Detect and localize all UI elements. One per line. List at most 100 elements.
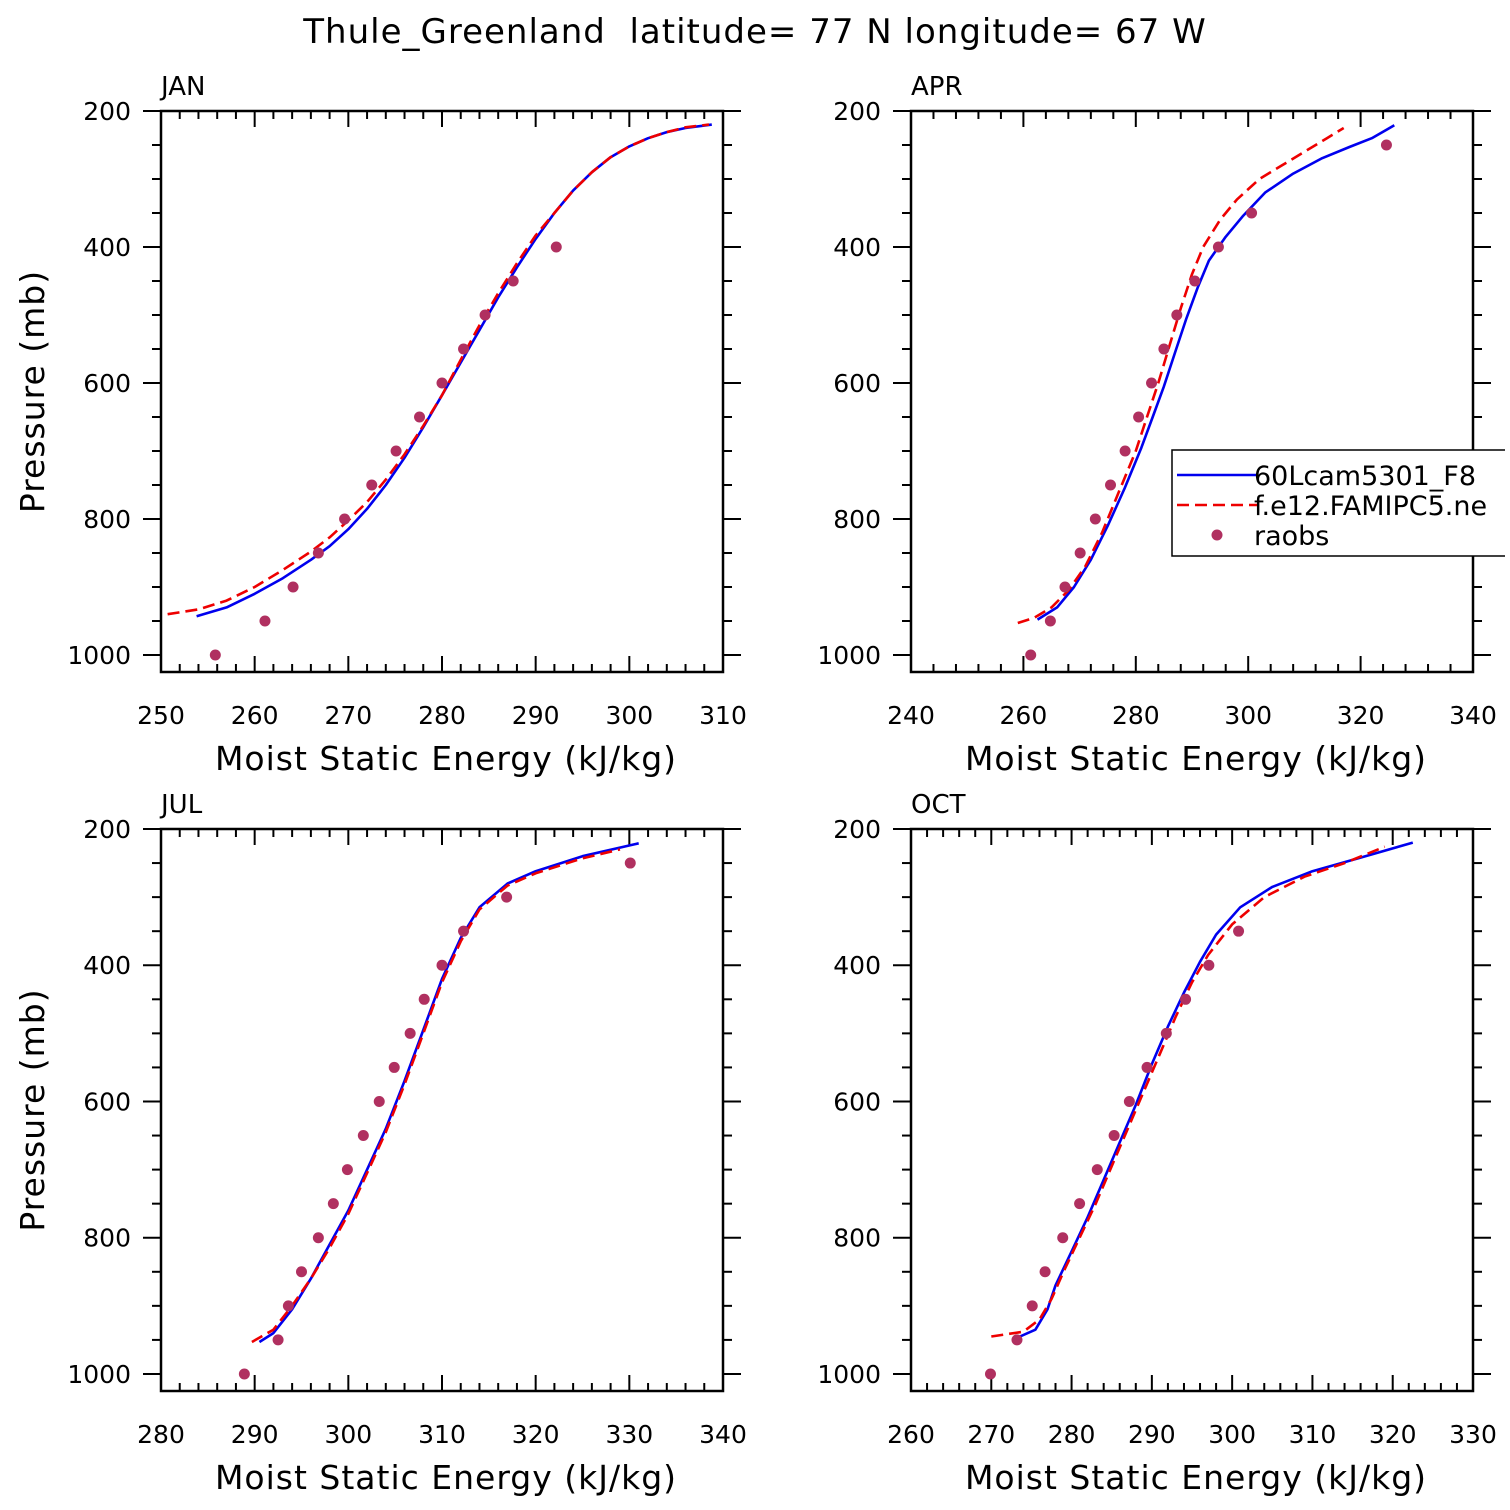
raobs-point — [296, 1266, 307, 1278]
panels: JAN 250 260 270 280 290 300 310 200 400 600 800 1000… — [13, 72, 1505, 1497]
raobs-point — [1059, 581, 1071, 593]
plot-frame — [159, 109, 725, 674]
raobs-point — [341, 1164, 353, 1176]
raobs-point — [327, 1198, 339, 1210]
plot-frame — [159, 827, 725, 1393]
chart-panel-oct: OCT 260 270 280 290 300 310 320 330 200 400 600 800 1… — [817, 790, 1496, 1497]
y-tick-label: 800 — [83, 505, 131, 534]
x-tick-label: 340 — [699, 1420, 747, 1449]
raobs-point — [1158, 343, 1170, 355]
y-axis-title: Pressure (mb) — [13, 988, 52, 1231]
raobs-point — [507, 275, 519, 287]
raobs-point — [436, 377, 448, 389]
raobs-point — [1146, 377, 1158, 389]
x-tick-label: 310 — [418, 1420, 466, 1449]
raobs-point — [458, 925, 470, 937]
raobs-point — [1026, 1300, 1038, 1312]
y-tick-label: 600 — [83, 369, 131, 398]
x-tick-label: 320 — [512, 1420, 560, 1449]
panel-label: JUL — [159, 790, 203, 820]
raobs-point — [238, 1368, 250, 1380]
y-tick-label: 600 — [833, 1087, 881, 1116]
raobs-point — [1074, 1198, 1086, 1210]
raobs-point — [501, 891, 513, 903]
raobs-point — [287, 581, 299, 593]
chart-panel-apr: APR 240 260 280 300 320 340 200 400 600 800 1000 Moi… — [817, 72, 1505, 778]
y-tick-label: 1000 — [67, 641, 131, 670]
raobs-point — [1212, 241, 1224, 253]
raobs-point — [1180, 993, 1192, 1005]
model-line-solid — [1014, 841, 1414, 1340]
legend-label: raobs — [1254, 521, 1329, 552]
legend-box — [1171, 449, 1505, 557]
x-tick-label: 330 — [1449, 1420, 1497, 1449]
model-line-dashed — [991, 845, 1386, 1338]
model-line-solid — [196, 123, 712, 618]
panel-label: JAN — [159, 72, 205, 102]
raobs-point — [1233, 925, 1245, 937]
x-tick-label: 260 — [887, 1420, 935, 1449]
x-tick-label: 290 — [512, 701, 560, 730]
x-axis-title: Moist Static Energy (kJ/kg) — [215, 739, 677, 778]
raobs-point — [1025, 649, 1037, 661]
x-tick-label: 250 — [137, 701, 185, 730]
x-tick-label: 270 — [967, 1420, 1015, 1449]
raobs-point — [1091, 1164, 1103, 1176]
y-axis-title: Pressure (mb) — [13, 270, 52, 513]
raobs-point — [390, 445, 402, 457]
y-tick-label: 1000 — [67, 1360, 131, 1389]
model-line-dashed — [167, 123, 710, 616]
legend-marker — [1211, 529, 1223, 541]
x-tick-label: 300 — [1208, 1420, 1256, 1449]
y-tick-label: 1000 — [817, 641, 881, 670]
x-axis-title: Moist Static Energy (kJ/kg) — [215, 1458, 677, 1497]
raobs-point — [339, 513, 351, 525]
x-tick-label: 280 — [1048, 1420, 1096, 1449]
raobs-point — [373, 1095, 385, 1107]
raobs-point — [366, 479, 378, 491]
x-tick-label: 320 — [1337, 701, 1385, 730]
plot-frame — [909, 109, 1475, 674]
figure-title: Thule_Greenland latitude= 77 N longitude… — [303, 12, 1207, 52]
raobs-point — [414, 411, 426, 423]
y-tick-label: 600 — [83, 1087, 131, 1116]
raobs-point — [550, 241, 562, 253]
raobs-point — [1189, 275, 1201, 287]
x-tick-label: 280 — [137, 1420, 185, 1449]
raobs-point — [1160, 1027, 1172, 1039]
y-tick-label: 200 — [83, 815, 131, 844]
y-tick-label: 800 — [83, 1224, 131, 1253]
chart-panel-jan: JAN 250 260 270 280 290 300 310 200 400 600 800 1000… — [13, 72, 747, 778]
raobs-point — [312, 1232, 324, 1244]
raobs-point — [1380, 139, 1392, 151]
x-tick-label: 280 — [418, 701, 466, 730]
model-line-dashed — [1017, 126, 1345, 625]
raobs-point — [479, 309, 491, 321]
x-tick-label: 300 — [324, 1420, 372, 1449]
raobs-point — [458, 343, 470, 355]
y-tick-label: 400 — [83, 951, 131, 980]
raobs-point — [1119, 445, 1131, 457]
raobs-point — [1057, 1232, 1069, 1244]
raobs-point — [1089, 513, 1101, 525]
x-axis-title: Moist Static Energy (kJ/kg) — [965, 739, 1427, 778]
y-tick-label: 800 — [833, 505, 881, 534]
raobs-point — [209, 649, 221, 661]
x-tick-label: 290 — [1128, 1420, 1176, 1449]
x-tick-label: 290 — [231, 1420, 279, 1449]
y-tick-label: 400 — [83, 233, 131, 262]
x-tick-label: 240 — [887, 701, 935, 730]
raobs-point — [1141, 1061, 1153, 1073]
raobs-point — [984, 1368, 996, 1380]
raobs-point — [1011, 1334, 1023, 1346]
raobs-point — [259, 615, 271, 627]
y-tick-label: 600 — [833, 369, 881, 398]
raobs-point — [1105, 479, 1117, 491]
plot-frame — [909, 827, 1475, 1393]
raobs-point — [1039, 1266, 1051, 1278]
raobs-point — [436, 959, 448, 971]
raobs-point — [388, 1061, 400, 1073]
x-tick-label: 340 — [1449, 701, 1497, 730]
